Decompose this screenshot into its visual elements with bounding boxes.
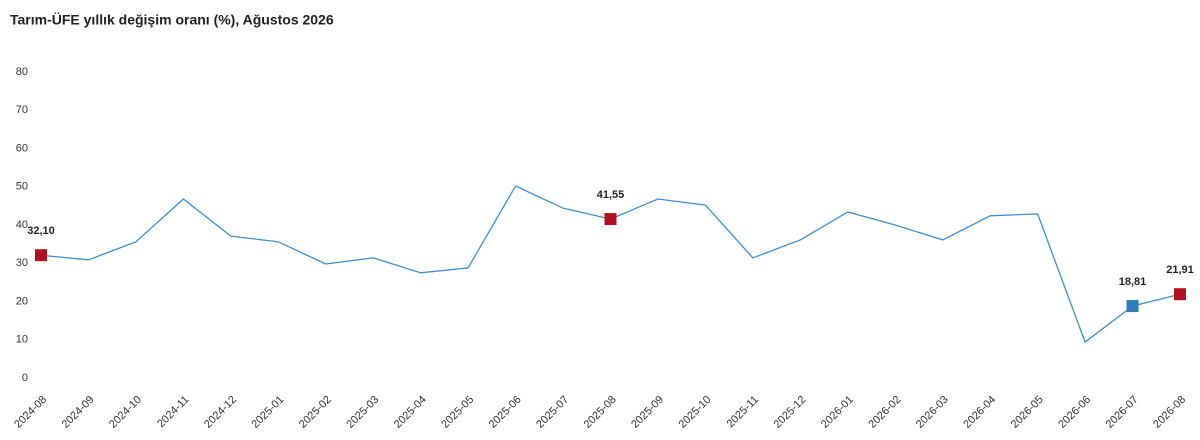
y-tick-label: 50 bbox=[16, 181, 28, 193]
point-marker bbox=[1174, 288, 1186, 301]
y-tick-label: 40 bbox=[16, 219, 28, 231]
value-label: 41,55 bbox=[597, 189, 625, 201]
value-label: 21,91 bbox=[1166, 264, 1194, 276]
point-marker bbox=[604, 213, 617, 226]
value-label: 32,10 bbox=[27, 225, 55, 237]
y-tick-label: 0 bbox=[22, 372, 28, 384]
y-tick-label: 30 bbox=[16, 257, 28, 269]
chart-title: Tarım-ÜFE yıllık değişim oranı (%), Ağus… bbox=[10, 12, 334, 28]
y-tick-label: 10 bbox=[16, 334, 28, 346]
point-marker bbox=[1126, 300, 1139, 313]
y-tick-label: 60 bbox=[16, 142, 28, 154]
value-label: 18,81 bbox=[1119, 276, 1147, 288]
point-marker bbox=[35, 249, 47, 262]
y-tick-label: 20 bbox=[16, 295, 28, 307]
y-tick-label: 70 bbox=[16, 104, 28, 116]
y-tick-label: 80 bbox=[16, 66, 28, 78]
